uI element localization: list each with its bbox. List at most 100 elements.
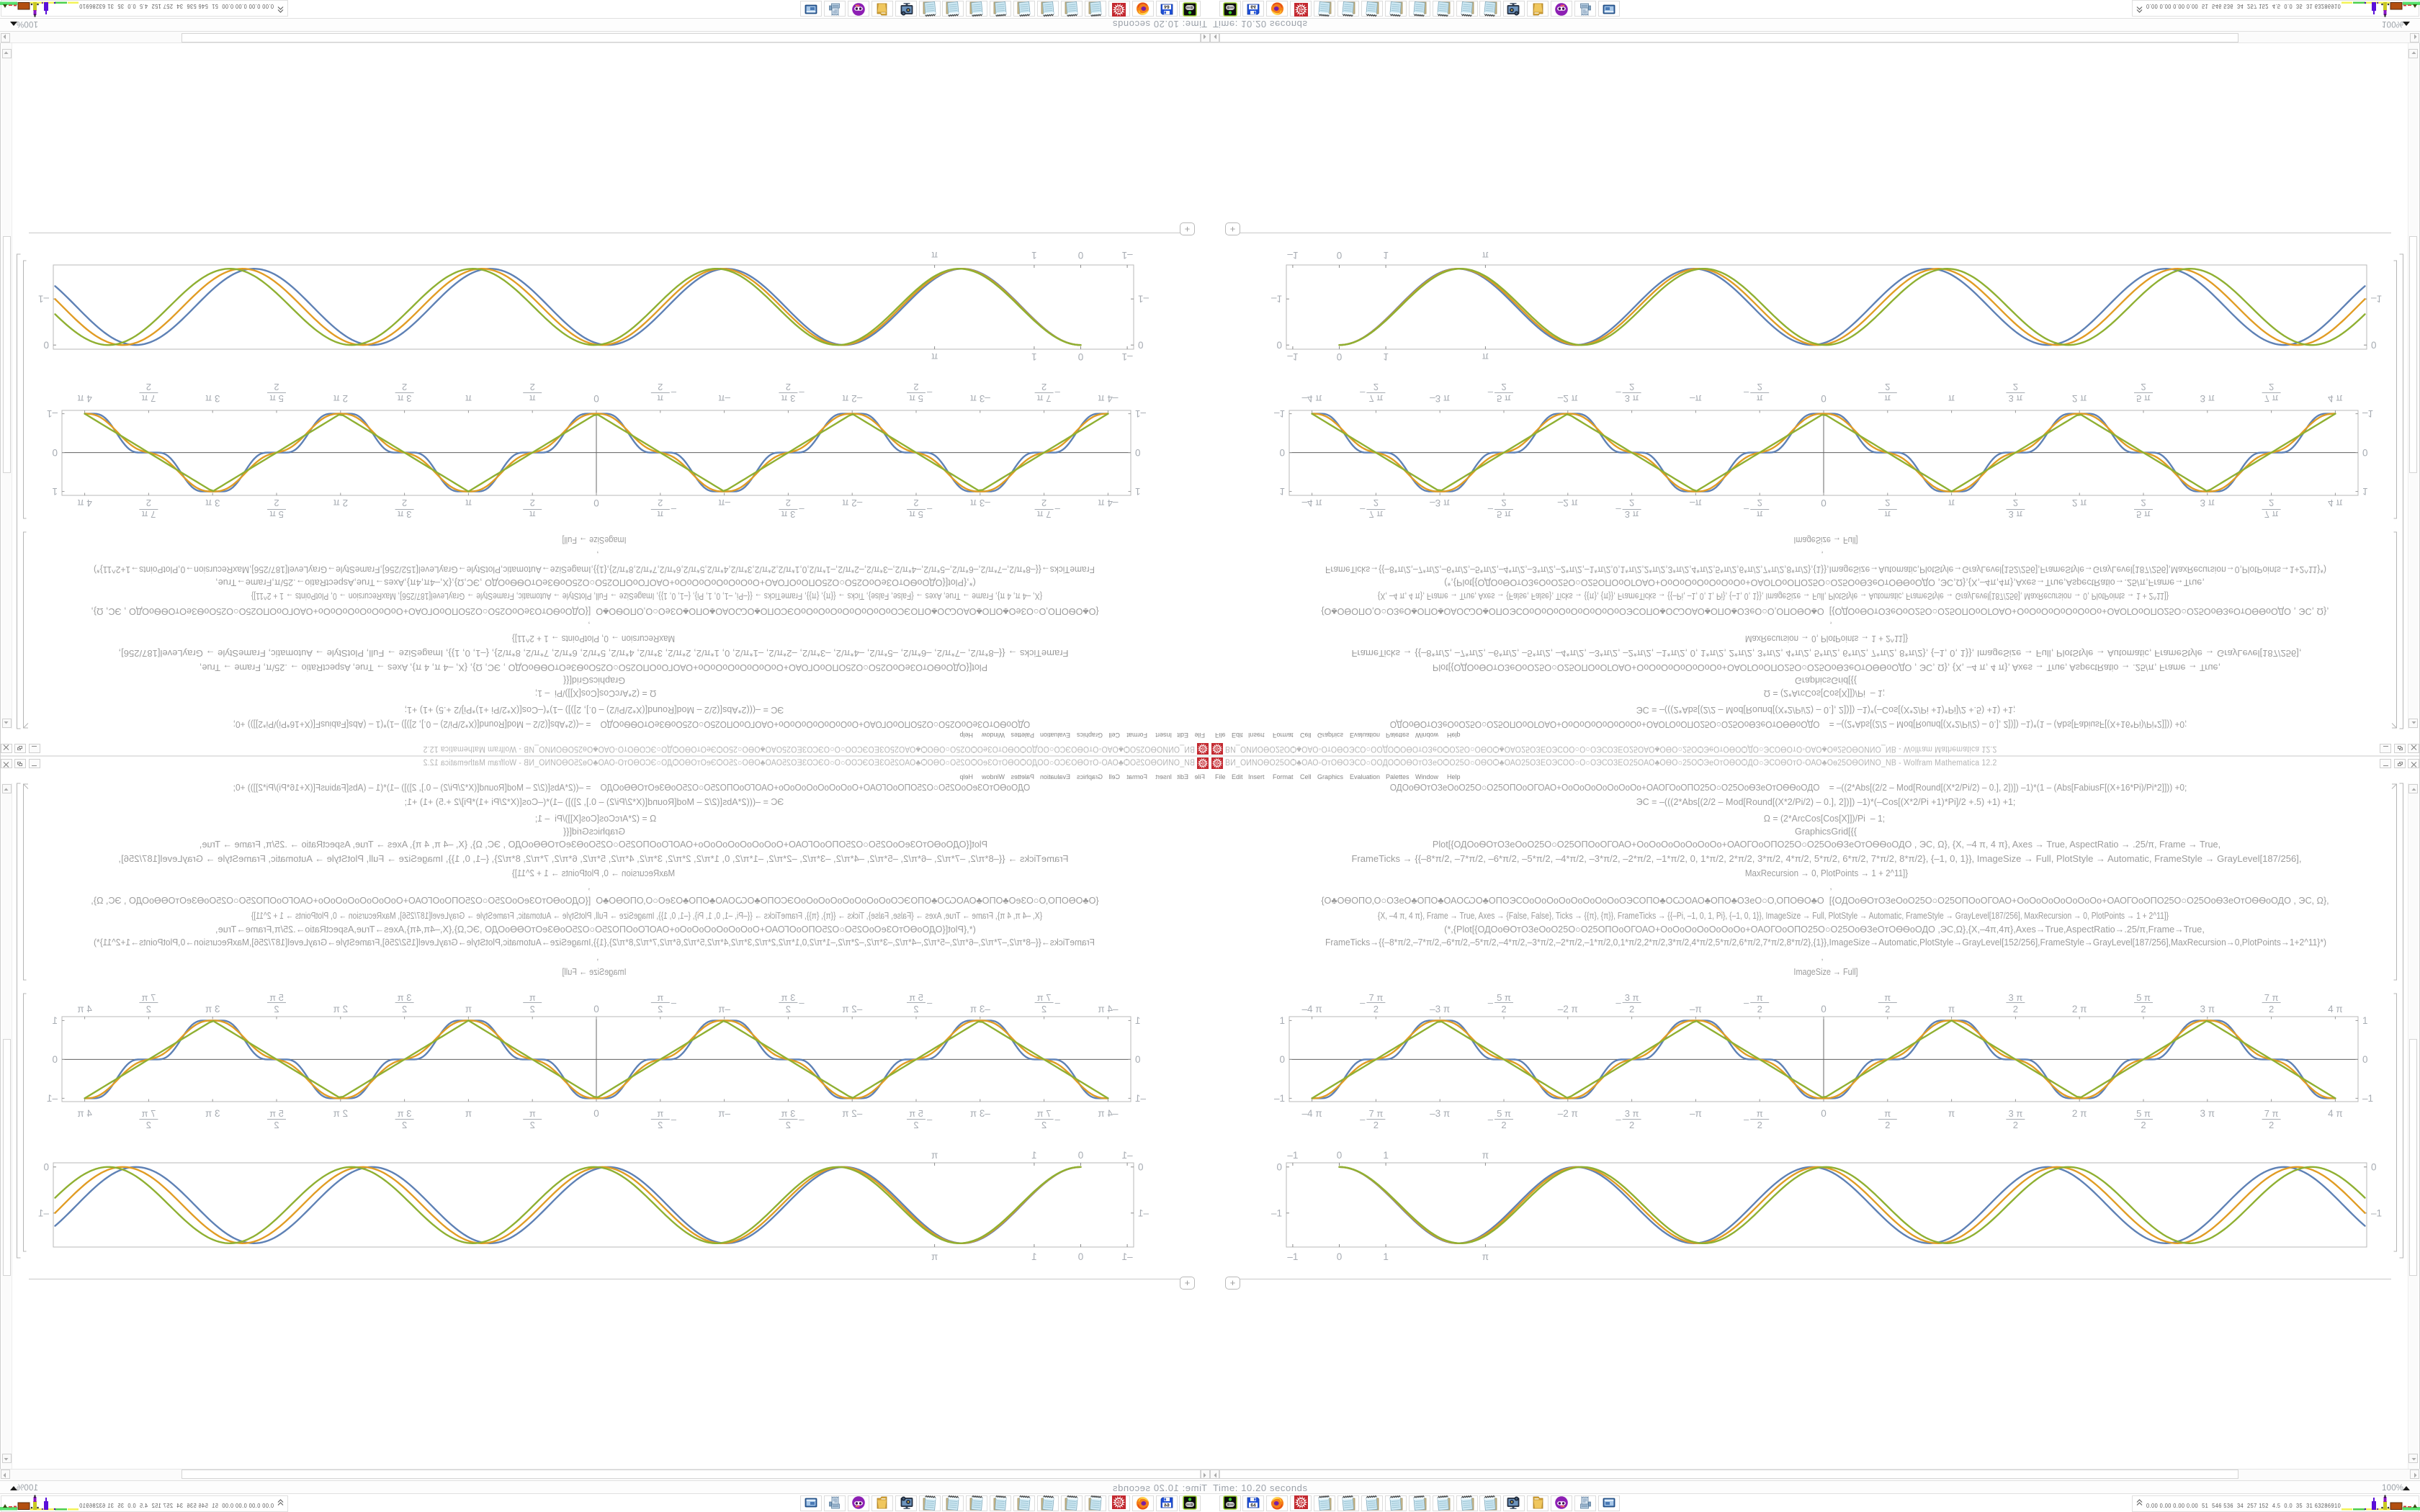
svg-text:–: – [926, 997, 932, 1008]
svg-text:2 π: 2 π [2072, 393, 2087, 404]
svg-text:3 π: 3 π [205, 1108, 220, 1119]
svg-text:2: 2 [786, 1120, 791, 1130]
svg-text:π: π [1757, 509, 1763, 520]
svg-text:7 π: 7 π [1037, 1108, 1052, 1119]
svg-text:2: 2 [1885, 1004, 1890, 1014]
svg-text:0: 0 [1337, 250, 1343, 261]
svg-text:5 π: 5 π [2136, 509, 2151, 520]
svg-text:2: 2 [1501, 382, 1506, 392]
svg-text:5 π: 5 π [2136, 992, 2151, 1003]
svg-text:2: 2 [786, 382, 791, 392]
svg-text:7 π: 7 π [141, 509, 156, 520]
svg-text:–: – [1360, 997, 1366, 1008]
svg-text:1: 1 [1031, 351, 1037, 362]
svg-text:–4 π: –4 π [1302, 1004, 1322, 1014]
svg-text:0: 0 [43, 340, 49, 351]
svg-text:1: 1 [1279, 486, 1285, 497]
svg-text:π: π [1482, 1251, 1489, 1262]
svg-text:π: π [1482, 351, 1489, 362]
svg-text:–1: –1 [1287, 250, 1298, 261]
svg-text:7 π: 7 π [1368, 992, 1383, 1003]
svg-text:–3 π: –3 π [970, 393, 990, 404]
svg-text:5 π: 5 π [269, 393, 284, 404]
svg-text:3 π: 3 π [398, 509, 412, 520]
svg-text:–1: –1 [1274, 1093, 1285, 1104]
svg-text:2: 2 [2013, 498, 2018, 508]
svg-text:–1: –1 [47, 408, 58, 419]
svg-text:2: 2 [1757, 382, 1762, 392]
svg-text:2: 2 [530, 382, 535, 392]
svg-text:–π: –π [718, 1004, 730, 1014]
svg-text:–: – [1054, 504, 1060, 515]
svg-text:2: 2 [2269, 1004, 2274, 1014]
svg-text:–1: –1 [1122, 351, 1133, 362]
svg-text:π: π [529, 509, 536, 520]
svg-text:2: 2 [1757, 1120, 1762, 1130]
svg-text:π: π [1948, 498, 1955, 508]
svg-text:0: 0 [1279, 1054, 1285, 1065]
svg-text:π: π [1884, 509, 1891, 520]
svg-text:–3 π: –3 π [970, 498, 990, 508]
svg-text:–: – [671, 1114, 676, 1125]
svg-text:–: – [1360, 504, 1366, 515]
svg-text:1: 1 [1135, 486, 1141, 497]
svg-text:0: 0 [1078, 1251, 1084, 1262]
svg-text:π: π [465, 1108, 472, 1119]
svg-text:2: 2 [658, 382, 663, 392]
svg-text:4 π: 4 π [2328, 1004, 2343, 1014]
svg-text:2: 2 [2013, 1120, 2018, 1130]
svg-text:0: 0 [1821, 393, 1827, 404]
svg-text:0: 0 [593, 393, 599, 404]
svg-text:2: 2 [1041, 498, 1047, 508]
svg-text:2: 2 [913, 498, 918, 508]
svg-text:1: 1 [1031, 250, 1037, 261]
svg-text:1: 1 [1135, 1015, 1141, 1026]
svg-text:π: π [1948, 1004, 1955, 1014]
svg-text:64: 64 [1251, 4, 1257, 9]
svg-text:5 π: 5 π [909, 992, 923, 1003]
svg-text:4 π: 4 π [2328, 393, 2343, 404]
svg-text:–: – [1488, 387, 1494, 398]
svg-text:5 π: 5 π [269, 992, 284, 1003]
svg-text:π: π [1482, 1150, 1489, 1161]
svg-text:π: π [465, 1004, 472, 1014]
svg-text:0: 0 [1276, 1161, 1282, 1172]
svg-text:1: 1 [1031, 1251, 1037, 1262]
svg-text:–: – [926, 504, 932, 515]
svg-text:2: 2 [530, 1120, 535, 1130]
svg-text:1: 1 [1031, 1150, 1037, 1161]
svg-text:π: π [529, 1108, 536, 1119]
svg-text:–: – [926, 1114, 932, 1125]
svg-text:2: 2 [274, 498, 279, 508]
svg-text:0: 0 [43, 1161, 49, 1172]
svg-text:2 π: 2 π [333, 1004, 349, 1014]
svg-text:π: π [657, 992, 663, 1003]
svg-text:7 π: 7 π [1368, 509, 1383, 520]
svg-text:3 π: 3 π [781, 509, 795, 520]
svg-text:2: 2 [146, 1120, 151, 1130]
svg-text:2: 2 [1885, 1120, 1890, 1130]
svg-text:–: – [1615, 997, 1621, 1008]
svg-text:3 π: 3 π [2200, 1004, 2215, 1014]
svg-text:2: 2 [402, 1120, 407, 1130]
svg-text:64: 64 [1164, 1503, 1170, 1508]
svg-text:2: 2 [2269, 382, 2274, 392]
svg-text:–1: –1 [47, 1093, 58, 1104]
svg-text:1: 1 [2362, 1015, 2368, 1026]
svg-text:–1: –1 [1135, 1093, 1146, 1104]
svg-text:–π: –π [1690, 498, 1702, 508]
svg-text:0: 0 [52, 447, 58, 458]
svg-text:0: 0 [1821, 1108, 1827, 1119]
svg-text:2: 2 [2141, 498, 2146, 508]
svg-text:7 π: 7 π [141, 992, 156, 1003]
svg-text:–: – [926, 387, 932, 398]
svg-text:5 π: 5 π [909, 393, 923, 404]
svg-text:–: – [1360, 387, 1366, 398]
svg-text:–: – [671, 504, 676, 515]
svg-text:3 π: 3 π [205, 1004, 220, 1014]
svg-text:–: – [799, 387, 805, 398]
svg-text:2: 2 [913, 1004, 918, 1014]
svg-text:7 π: 7 π [1037, 509, 1052, 520]
svg-text:3 π: 3 π [781, 1108, 795, 1119]
svg-text:0: 0 [1337, 1150, 1343, 1161]
